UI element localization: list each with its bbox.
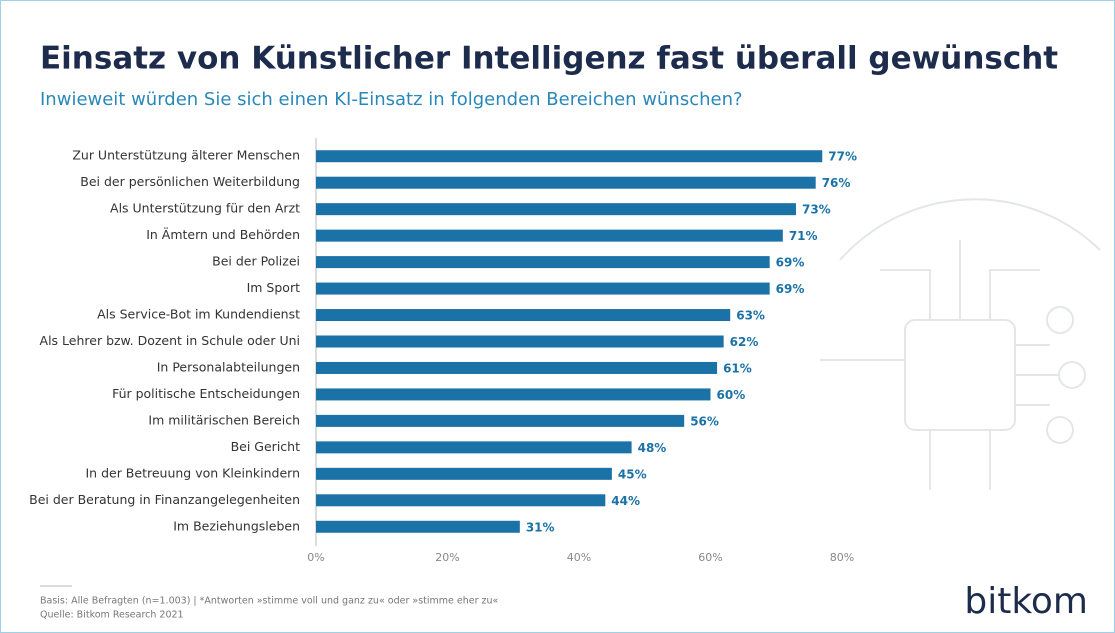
value-label: 63% <box>736 309 765 323</box>
bar <box>316 494 606 507</box>
bar <box>316 229 783 242</box>
bar <box>316 176 816 189</box>
category-label: In der Betreuung von Kleinkindern <box>85 465 300 480</box>
bar <box>316 150 823 163</box>
value-label: 77% <box>828 150 857 164</box>
category-label: Zur Unterstützung älterer Menschen <box>72 148 300 163</box>
logo: bitkom <box>964 581 1088 622</box>
value-label: 76% <box>822 176 851 190</box>
category-label: Für politische Entscheidungen <box>112 386 300 401</box>
background-icon <box>820 198 1101 490</box>
value-label: 71% <box>789 229 818 243</box>
bar <box>316 309 731 322</box>
category-label: Im Sport <box>247 280 300 295</box>
bar <box>316 361 718 374</box>
x-tick-label: 80% <box>830 551 854 564</box>
source: Quelle: Bitkom Research 2021 <box>40 610 184 621</box>
value-label: 73% <box>802 203 831 217</box>
value-label: 60% <box>717 388 746 402</box>
bar <box>316 520 520 533</box>
category-label: In Personalabteilungen <box>157 359 300 374</box>
category-label: Bei der persönlichen Weiterbildung <box>80 174 300 189</box>
category-label: Als Unterstützung für den Arzt <box>110 201 300 216</box>
x-tick-label: 40% <box>567 551 591 564</box>
value-label: 61% <box>723 361 752 375</box>
chart-title: Einsatz von Künstlicher Intelligenz fast… <box>40 41 1058 77</box>
bar <box>316 203 796 216</box>
category-label: Im Beziehungsleben <box>173 518 300 533</box>
x-tick-label: 20% <box>435 551 459 564</box>
value-label: 44% <box>611 494 640 508</box>
value-label: 48% <box>638 441 667 455</box>
bar <box>316 388 711 401</box>
value-label: 69% <box>776 282 805 296</box>
value-label: 45% <box>618 467 647 481</box>
value-label: 62% <box>730 335 759 349</box>
bar <box>316 467 612 480</box>
x-tick-label: 60% <box>698 551 722 564</box>
bar <box>316 256 770 269</box>
category-label: Als Service-Bot im Kundendienst <box>97 307 300 322</box>
bar <box>316 335 724 348</box>
x-tick-label: 0% <box>307 551 324 564</box>
bar <box>316 441 632 454</box>
chart-subtitle: Inwieweit würden Sie sich einen KI-Einsa… <box>40 89 743 110</box>
category-label: Als Lehrer bzw. Dozent in Schule oder Un… <box>40 333 300 348</box>
footnote: Basis: Alle Befragten (n=1.003) | *Antwo… <box>40 596 498 607</box>
value-label: 69% <box>776 256 805 270</box>
category-label: Bei der Beratung in Finanzangelegenheite… <box>29 492 300 507</box>
bar <box>316 282 770 295</box>
category-label: Im militärischen Bereich <box>148 412 300 427</box>
value-label: 56% <box>690 414 719 428</box>
value-label: 31% <box>526 520 555 534</box>
category-label: In Ämtern und Behörden <box>146 227 300 242</box>
bar <box>316 414 685 427</box>
category-label: Bei Gericht <box>231 439 300 454</box>
category-label: Bei der Polizei <box>212 254 300 269</box>
